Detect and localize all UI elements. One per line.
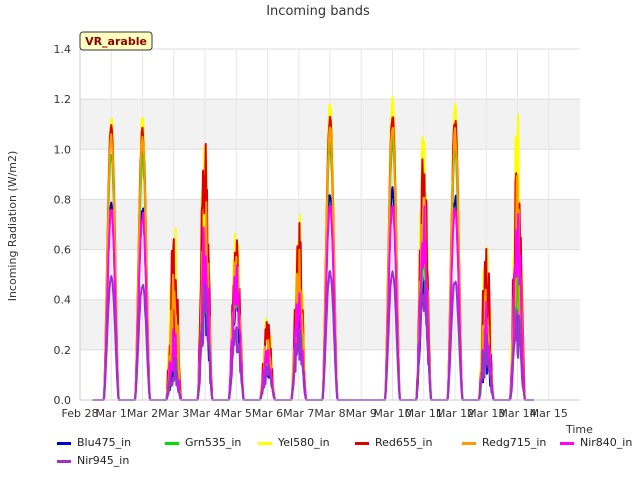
y-axis-label: Incoming Radiation (W/m2) bbox=[6, 151, 19, 302]
legend-label: Red655_in bbox=[375, 436, 433, 449]
x-tick-label: Mar 13 bbox=[467, 407, 505, 420]
chart-title: Incoming bands bbox=[266, 4, 370, 19]
x-tick-label: Mar 11 bbox=[405, 407, 443, 420]
x-tick-label: Feb 28 bbox=[62, 407, 99, 420]
y-tick-label: 0.6 bbox=[54, 244, 72, 257]
y-tick-label: 1.2 bbox=[54, 93, 72, 106]
legend-label: Redg715_in bbox=[482, 436, 547, 449]
series-line-grn535_in bbox=[92, 135, 535, 401]
legend-item-nir945_in: Nir945_in bbox=[57, 454, 129, 467]
legend-label: Yel580_in bbox=[278, 436, 330, 449]
legend-swatch bbox=[462, 441, 476, 445]
x-tick-label: Mar 3 bbox=[158, 407, 189, 420]
legend-item-grn535_in: Grn535_in bbox=[165, 436, 241, 449]
legend-swatch bbox=[165, 441, 179, 445]
legend-swatch bbox=[57, 459, 71, 463]
legend-label: Nir840_in bbox=[580, 436, 633, 449]
series-line-red655_in bbox=[92, 115, 535, 401]
y-tick-label: 1.4 bbox=[54, 43, 72, 56]
y-tick-labels: 0.0 0.2 0.4 0.6 0.8 1.0 1.2 1.4 bbox=[54, 43, 72, 407]
legend-label: Blu475_in bbox=[77, 436, 132, 449]
legend-item-nir840_in: Nir840_in bbox=[560, 436, 632, 449]
station-badge: VR_arable bbox=[79, 31, 153, 51]
legend-swatch bbox=[355, 441, 369, 445]
x-tick-label: Mar 15 bbox=[530, 407, 568, 420]
y-tick-label: 1.0 bbox=[54, 143, 72, 156]
x-tick-label: Mar 14 bbox=[498, 407, 536, 420]
series-line-redg715_in bbox=[92, 126, 535, 401]
y-tick-label: 0.8 bbox=[54, 193, 72, 206]
legend-item-redg715_in: Redg715_in bbox=[462, 436, 546, 449]
x-axis-label: Time bbox=[565, 423, 593, 436]
x-tick-label: Mar 7 bbox=[283, 407, 314, 420]
axes bbox=[79, 49, 580, 401]
x-tick-label: Mar 1 bbox=[96, 407, 127, 420]
legend-label: Grn535_in bbox=[185, 436, 242, 449]
x-tick-label: Mar 6 bbox=[252, 407, 283, 420]
legend-swatch bbox=[57, 441, 71, 445]
x-tick-label: Mar 12 bbox=[436, 407, 474, 420]
x-tick-label: Mar 9 bbox=[346, 407, 377, 420]
legend: Blu475_in Grn535_in Yel580_in Red655_in Redg… bbox=[0, 432, 640, 480]
x-tick-label: Mar 4 bbox=[189, 407, 220, 420]
legend-swatch bbox=[560, 441, 574, 445]
x-tick-label: Mar 2 bbox=[127, 407, 158, 420]
y-tick-label: 0.2 bbox=[54, 344, 72, 357]
legend-item-yel580_in: Yel580_in bbox=[258, 436, 330, 449]
legend-label: Nir945_in bbox=[77, 454, 130, 467]
x-tick-label: Mar 10 bbox=[373, 407, 411, 420]
legend-item-blu475_in: Blu475_in bbox=[57, 436, 131, 449]
legend-swatch bbox=[258, 441, 272, 445]
station-label: VR_arable bbox=[85, 35, 147, 48]
x-tick-label: Mar 5 bbox=[221, 407, 252, 420]
y-tick-label: 0.4 bbox=[54, 294, 72, 307]
x-tick-label: Mar 8 bbox=[314, 407, 345, 420]
legend-item-red655_in: Red655_in bbox=[355, 436, 432, 449]
y-tick-label: 0.0 bbox=[54, 394, 72, 407]
